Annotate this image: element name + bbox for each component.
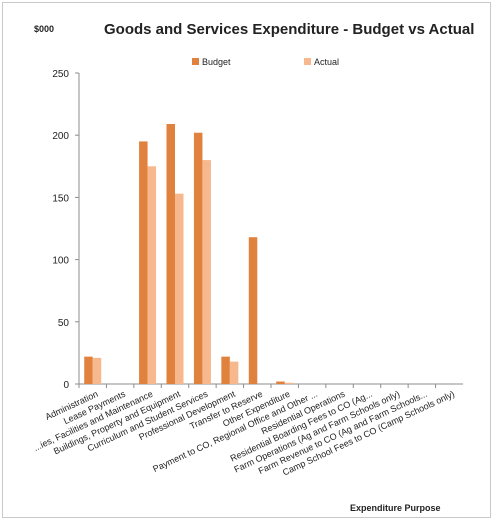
bar-actual: [148, 166, 157, 384]
legend-label-budget: Budget: [202, 57, 231, 67]
y-tick-label: 250: [52, 69, 69, 80]
bar-budget: [249, 237, 257, 384]
bar-budget: [167, 124, 176, 384]
bars: [84, 124, 293, 384]
bar-chart: $000 Goods and Services Expenditure - Bu…: [3, 3, 492, 519]
y-axis-unit-label: $000: [34, 24, 54, 34]
legend: Budget Actual: [192, 57, 339, 67]
bar-budget: [194, 133, 203, 384]
legend-swatch-budget: [192, 58, 199, 65]
y-tick-label: 50: [58, 318, 70, 329]
x-axis-title: Expenditure Purpose: [350, 503, 441, 513]
bar-budget: [276, 382, 285, 384]
legend-swatch-actual: [304, 58, 311, 65]
bar-actual: [202, 160, 211, 384]
y-tick-label: 150: [52, 193, 69, 204]
y-tick-label: 100: [52, 256, 69, 267]
y-tick-label: 200: [52, 131, 69, 142]
bar-actual: [93, 358, 102, 384]
chart-title: Goods and Services Expenditure - Budget …: [104, 21, 474, 38]
bar-actual: [175, 194, 184, 384]
bar-budget: [84, 357, 93, 384]
y-tick-label: 0: [63, 380, 69, 391]
bar-actual: [230, 362, 239, 384]
bar-actual: [285, 383, 294, 384]
bar-budget: [221, 357, 230, 384]
chart-frame: $000 Goods and Services Expenditure - Bu…: [2, 2, 491, 518]
axes: 0 50 100 150 200 250: [52, 69, 463, 391]
legend-label-actual: Actual: [314, 57, 339, 67]
bar-budget: [139, 141, 148, 384]
